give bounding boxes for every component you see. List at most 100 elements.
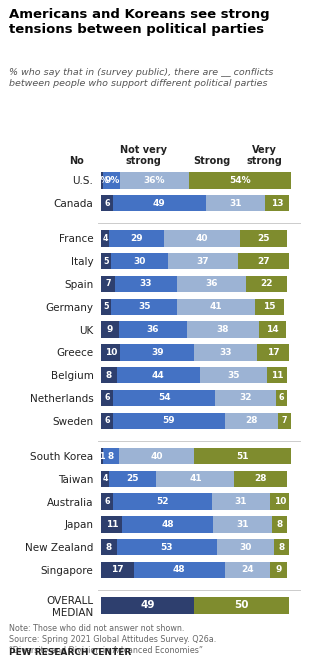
Bar (217, 539, 274, 555)
Text: 28: 28 (245, 416, 258, 425)
Text: 7: 7 (105, 279, 111, 289)
Text: 29: 29 (130, 234, 143, 243)
Text: 6: 6 (279, 393, 285, 402)
Bar (240, 230, 287, 247)
Text: 8: 8 (279, 543, 285, 551)
Bar (101, 562, 134, 578)
Text: 39: 39 (151, 348, 164, 357)
Bar (109, 471, 157, 487)
Bar (101, 344, 120, 361)
Bar (194, 344, 257, 361)
Bar (101, 390, 113, 406)
Text: 6: 6 (104, 199, 110, 208)
Text: No: No (69, 156, 84, 166)
Text: 31: 31 (229, 199, 241, 208)
Bar (265, 195, 289, 211)
Bar (189, 172, 291, 189)
Bar (101, 539, 117, 555)
Text: 48: 48 (173, 565, 186, 575)
Text: 33: 33 (219, 348, 232, 357)
Bar (118, 448, 194, 464)
Text: 41: 41 (210, 303, 223, 311)
Text: 53: 53 (161, 543, 173, 551)
Bar (111, 253, 168, 269)
Bar (157, 471, 234, 487)
Bar (276, 390, 287, 406)
Bar (259, 321, 286, 338)
Bar (278, 412, 291, 429)
Text: 8: 8 (277, 520, 283, 529)
Bar (120, 172, 189, 189)
Bar (206, 195, 265, 211)
Bar (101, 412, 113, 429)
Text: 1%: 1% (96, 176, 109, 185)
Bar (115, 276, 177, 292)
Text: 11: 11 (271, 371, 283, 379)
Text: Americans and Koreans see strong
tensions between political parties: Americans and Koreans see strong tension… (9, 8, 270, 36)
Text: 36: 36 (146, 325, 159, 334)
Text: 48: 48 (162, 520, 174, 529)
Bar (257, 344, 289, 361)
Bar (164, 230, 240, 247)
Bar (111, 299, 177, 315)
Bar (272, 516, 287, 533)
Text: 13: 13 (271, 199, 283, 208)
Text: 8: 8 (106, 371, 112, 379)
Bar (270, 562, 287, 578)
Text: 5: 5 (104, 257, 109, 265)
Bar (225, 562, 270, 578)
Bar (117, 367, 200, 383)
Bar (101, 321, 118, 338)
Text: 52: 52 (156, 497, 168, 506)
Bar (103, 448, 118, 464)
Text: 41: 41 (189, 475, 202, 483)
Bar (187, 321, 259, 338)
Bar (255, 299, 284, 315)
Text: 22: 22 (260, 279, 273, 289)
Text: 8: 8 (106, 543, 112, 551)
Text: 30: 30 (240, 543, 252, 551)
Bar (168, 253, 238, 269)
Text: 28: 28 (255, 475, 267, 483)
Bar (101, 276, 115, 292)
Text: Not very
strong: Not very strong (120, 144, 167, 166)
Text: 17: 17 (111, 565, 124, 575)
Text: 54%: 54% (229, 176, 251, 185)
Bar (113, 195, 206, 211)
Text: 36: 36 (205, 279, 218, 289)
Bar (238, 253, 289, 269)
Bar (194, 597, 289, 614)
Text: 24: 24 (241, 565, 254, 575)
Text: 6: 6 (104, 497, 110, 506)
Bar (101, 448, 103, 464)
Bar (101, 172, 103, 189)
Bar (101, 195, 113, 211)
Text: 36%: 36% (144, 176, 165, 185)
Text: Note: Those who did not answer not shown.
Source: Spring 2021 Global Attitudes S: Note: Those who did not answer not shown… (9, 624, 217, 655)
Text: 31: 31 (235, 497, 247, 506)
Bar (101, 493, 113, 510)
Text: 9: 9 (107, 325, 113, 334)
Text: 6: 6 (104, 416, 110, 425)
Bar (194, 448, 291, 464)
Text: 49: 49 (141, 600, 155, 610)
Text: 59: 59 (162, 416, 175, 425)
Text: PEW RESEARCH CENTER: PEW RESEARCH CENTER (9, 647, 131, 657)
Text: % who say that in (survey public), there are __ conflicts
between people who sup: % who say that in (survey public), there… (9, 68, 274, 87)
Bar (101, 253, 111, 269)
Text: 38: 38 (217, 325, 229, 334)
Bar (134, 562, 225, 578)
Bar (113, 493, 211, 510)
Text: 40: 40 (150, 451, 163, 461)
Text: 32: 32 (239, 393, 252, 402)
Bar (225, 412, 278, 429)
Text: 6: 6 (104, 393, 110, 402)
Bar (211, 493, 270, 510)
Text: 8: 8 (108, 451, 114, 461)
Bar (118, 321, 187, 338)
Text: 11: 11 (106, 520, 118, 529)
Text: 1: 1 (100, 451, 105, 461)
Bar (117, 539, 217, 555)
Text: 4: 4 (103, 234, 108, 243)
Text: 49: 49 (153, 199, 166, 208)
